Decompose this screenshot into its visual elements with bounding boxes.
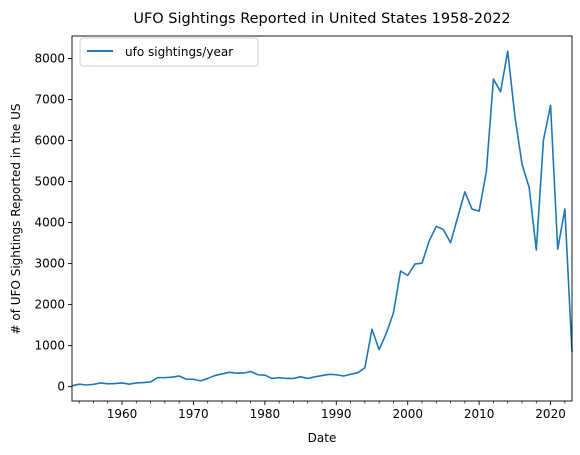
legend-box: [79, 37, 259, 67]
y-tick-label-4000: 4000: [34, 216, 65, 230]
y-tick-label-0: 0: [57, 380, 65, 394]
series-line-0: [71, 50, 573, 387]
y-tick-label-2000: 2000: [34, 298, 65, 312]
y-tick-label-8000: 8000: [34, 52, 65, 66]
x-tick-label-1970: 1970: [178, 407, 209, 421]
chart-title: UFO Sightings Reported in United States …: [133, 11, 510, 27]
y-tick-label-3000: 3000: [34, 257, 65, 271]
x-tick-label-1990: 1990: [321, 407, 352, 421]
y-tick-label-5000: 5000: [34, 175, 65, 189]
legend-label-ufo-sightings: ufo sightings/year: [125, 45, 233, 59]
x-tick-label-1960: 1960: [107, 407, 138, 421]
legend: ufo sightings/year: [79, 37, 259, 67]
x-tick-label-2000: 2000: [392, 407, 423, 421]
y-tick-label-6000: 6000: [34, 134, 65, 148]
x-axis-label: Date: [308, 431, 337, 445]
x-tick-label-2020: 2020: [535, 407, 566, 421]
x-tick-label-1980: 1980: [250, 407, 281, 421]
y-axis-label: # of UFO Sightings Reported in the US: [9, 104, 23, 335]
x-tick-label-2010: 2010: [464, 407, 495, 421]
y-tick-label-7000: 7000: [34, 93, 65, 107]
plot-area: 1960 1970 1980 1990 2000 2010 2020 0 1000 2000 300…: [34, 35, 573, 421]
y-tick-label-1000: 1000: [34, 339, 65, 353]
